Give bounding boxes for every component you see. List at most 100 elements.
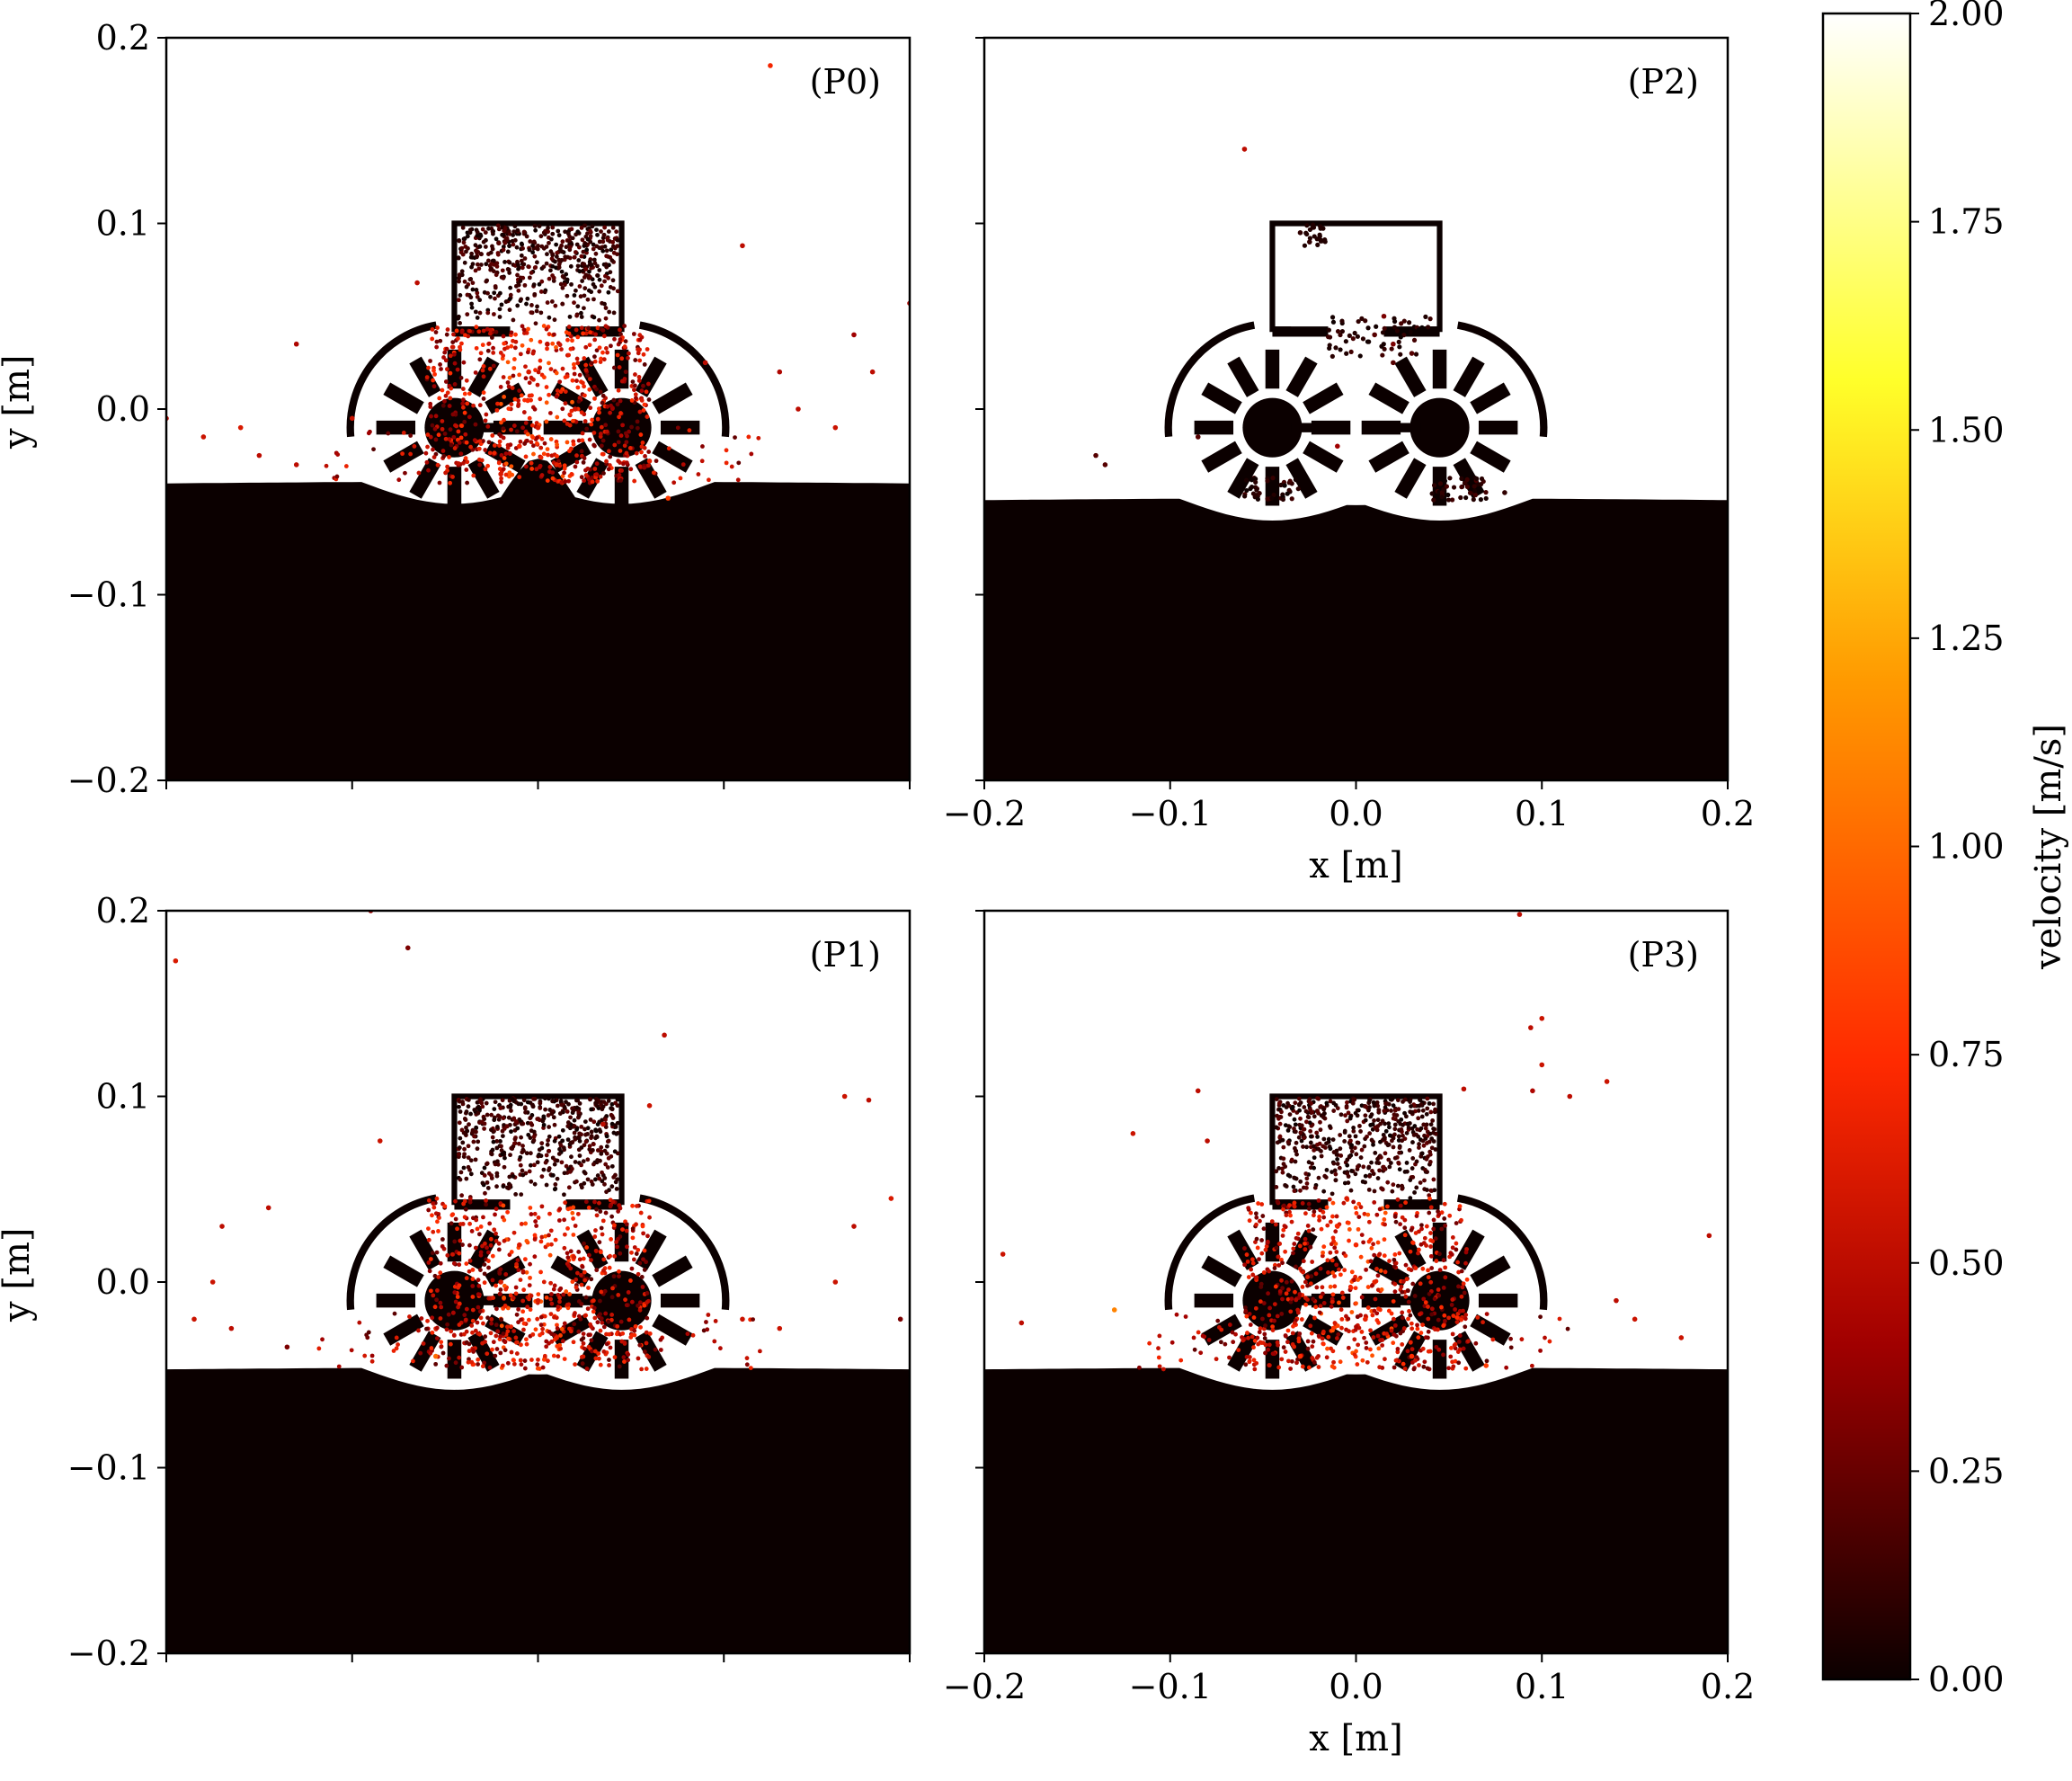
particle [642, 1248, 647, 1253]
particle [426, 1260, 431, 1265]
particle [554, 394, 559, 399]
particle [530, 1331, 536, 1337]
particle [627, 1317, 632, 1322]
particle [293, 341, 299, 347]
particle [1302, 1105, 1307, 1109]
particle [1397, 1150, 1402, 1155]
particle [555, 250, 560, 255]
particle [437, 396, 442, 401]
particle [509, 1324, 513, 1330]
particle [647, 1331, 653, 1336]
particle [1418, 1312, 1422, 1317]
particle [1539, 1015, 1545, 1021]
particle [1400, 1315, 1405, 1321]
particle [565, 337, 570, 343]
particle [478, 351, 484, 356]
particle [1328, 1219, 1333, 1224]
particle [523, 454, 529, 459]
particle [634, 1222, 638, 1227]
particle [1306, 1201, 1312, 1207]
particle [1371, 1100, 1376, 1105]
particle [507, 244, 512, 249]
particle [1279, 1357, 1285, 1362]
particle [560, 406, 565, 412]
particle [478, 1250, 484, 1255]
particle [517, 1141, 521, 1146]
particle [560, 239, 565, 245]
particle [429, 1288, 433, 1294]
particle [618, 433, 624, 439]
particle [579, 310, 583, 316]
particle [597, 1240, 602, 1245]
particle [601, 1257, 607, 1262]
particle [1426, 1268, 1430, 1273]
particle [615, 1120, 620, 1126]
particle [472, 1108, 477, 1112]
particle [1289, 1278, 1294, 1284]
particle [538, 358, 543, 363]
particle [582, 241, 588, 246]
particle [585, 236, 591, 242]
particle [536, 370, 541, 375]
particle [1346, 1220, 1351, 1225]
particle [610, 278, 616, 283]
particle [589, 1338, 594, 1343]
particle [517, 388, 522, 394]
particle [487, 331, 493, 336]
particle [699, 459, 705, 464]
particle [1372, 1189, 1377, 1194]
particle [1286, 1358, 1291, 1364]
particle [514, 1340, 519, 1345]
particle [493, 285, 498, 290]
wheel-spoke [1285, 1229, 1318, 1270]
x-tick-label: 0.0 [1329, 794, 1383, 833]
particle [599, 1151, 604, 1156]
particle [1333, 1171, 1338, 1177]
particle [475, 1226, 480, 1232]
particle [456, 298, 461, 303]
particle [595, 478, 600, 484]
particle [1281, 1227, 1286, 1233]
particle [587, 476, 591, 482]
particle [508, 1104, 513, 1109]
particle [594, 244, 600, 249]
particle [605, 1165, 610, 1170]
particle [599, 245, 603, 251]
particle [473, 370, 478, 375]
particle [1263, 1247, 1268, 1252]
particle [1414, 1355, 1419, 1359]
particle [502, 1296, 506, 1300]
particle [598, 474, 603, 479]
particle [525, 1100, 530, 1105]
particle [532, 406, 538, 412]
particle [1413, 1358, 1418, 1363]
wheel-spoke [1285, 458, 1318, 499]
particle [497, 443, 502, 448]
particle [541, 1167, 547, 1172]
particle [724, 460, 729, 466]
particle [434, 1325, 440, 1331]
particle [494, 1306, 499, 1312]
particle [538, 1269, 543, 1275]
particle [574, 1127, 579, 1132]
particle [449, 1213, 455, 1217]
particle [1324, 1205, 1329, 1210]
particle [1325, 1223, 1330, 1228]
particle [546, 1138, 550, 1143]
particle [1405, 1122, 1410, 1126]
particle [538, 234, 544, 239]
particle [483, 1190, 487, 1196]
particle [627, 446, 633, 450]
particle [445, 390, 450, 396]
particle [620, 1227, 625, 1232]
particle [593, 1177, 598, 1182]
particle [499, 479, 503, 485]
particle [643, 454, 647, 459]
particle [624, 440, 629, 445]
particle [636, 347, 640, 352]
particle [565, 1226, 570, 1231]
particle [434, 1196, 440, 1201]
wheel-spoke [1453, 356, 1485, 397]
particle [594, 1135, 600, 1140]
particle [1463, 1316, 1468, 1322]
